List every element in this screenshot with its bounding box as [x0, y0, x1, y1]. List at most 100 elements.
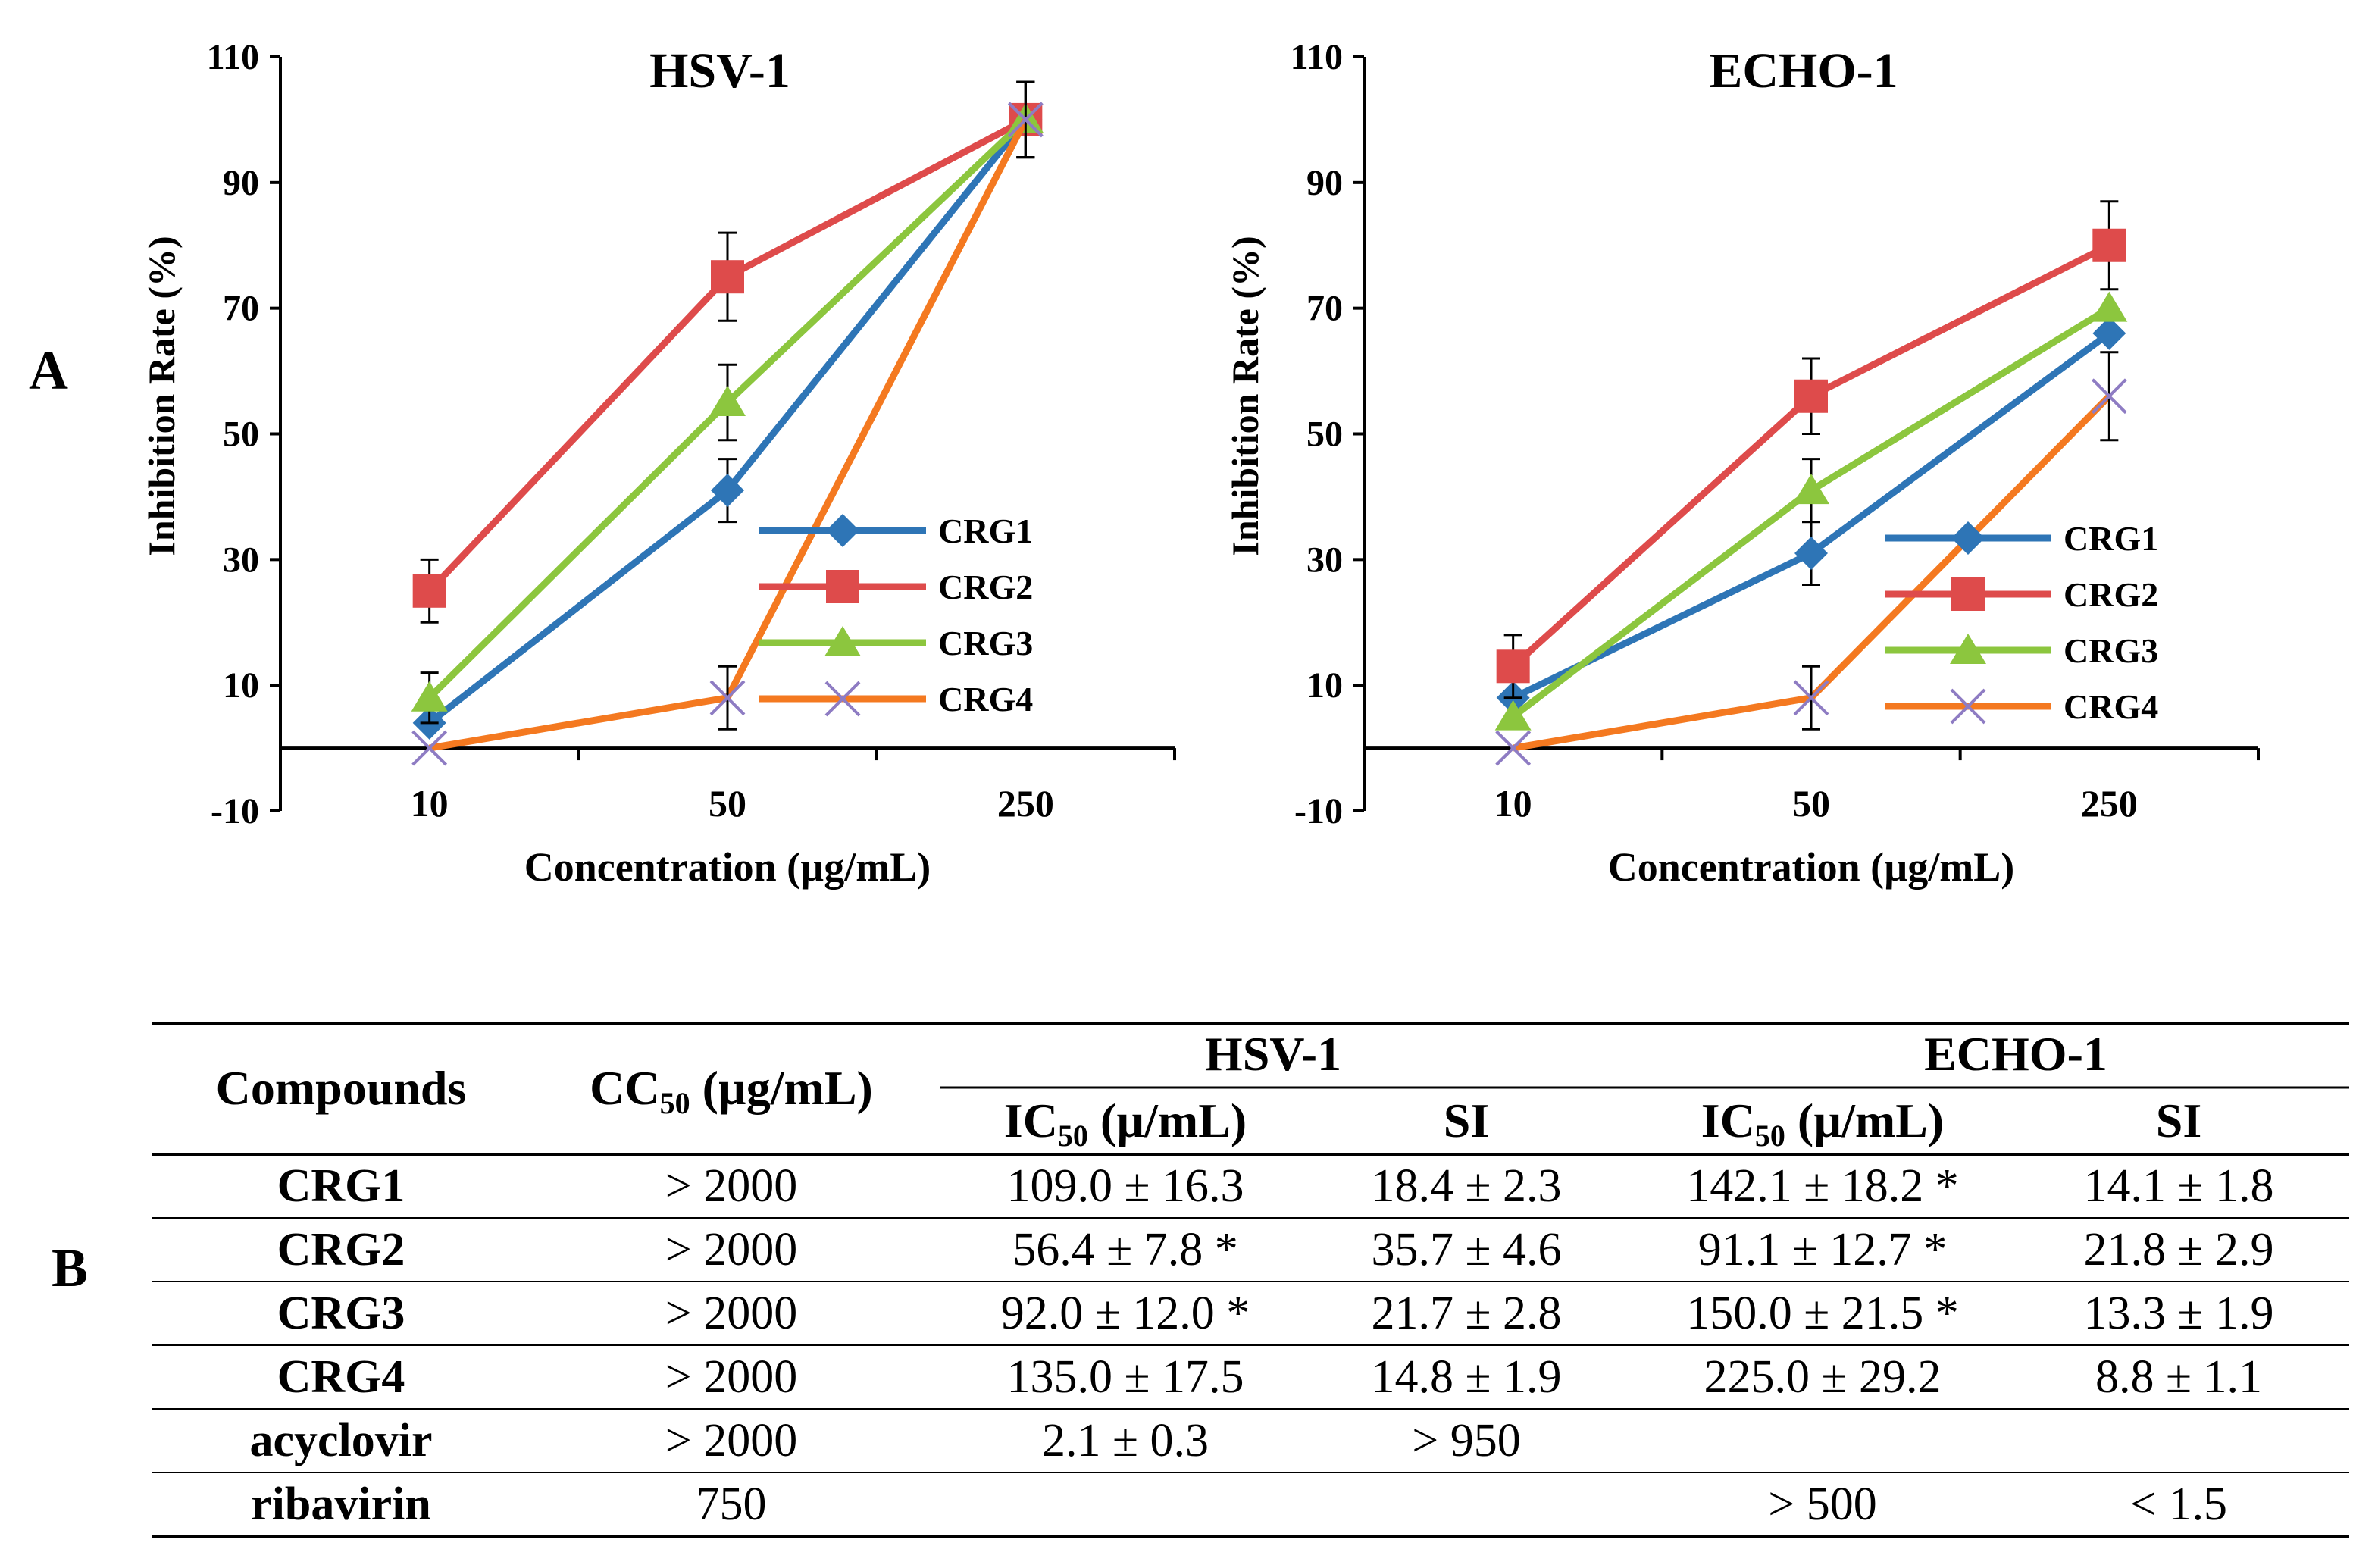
- series-line: [1510, 242, 2111, 669]
- x-tick-label: 50: [709, 782, 746, 825]
- table-row: CRG3 > 2000 92.0 ± 12.0 * 21.7 ± 2.8 150.0 ±…: [277, 1288, 2274, 1339]
- data-point: [411, 681, 448, 712]
- y-tick-label: -10: [211, 791, 259, 831]
- y-tick-label: 10: [223, 665, 259, 706]
- chart-1: ECHO-1 -10 10 30 50 70 90 110 10 50 250 Concentrati…: [1224, 37, 2260, 890]
- header-hsv-si: SI: [1444, 1094, 1490, 1147]
- data-point: [711, 474, 744, 508]
- data-point: [1794, 537, 1828, 571]
- data-point: [709, 386, 746, 417]
- y-tick-label: 50: [1306, 415, 1343, 455]
- table-cell-hsv-si: 21.7 ± 2.8: [1371, 1288, 1561, 1339]
- table-cell-name: ribavirin: [251, 1479, 431, 1530]
- table-cell-hsv-ic50: 92.0 ± 12.0 *: [1001, 1288, 1250, 1339]
- legend-marker: [826, 570, 859, 603]
- legend-label: CRG1: [2064, 519, 2158, 558]
- header-hsv1: HSV-1: [1205, 1027, 1341, 1081]
- y-axis-label: Inhibition Rate (%): [1224, 236, 1266, 556]
- data-point: [709, 680, 746, 716]
- x-tick-label: 250: [997, 782, 1054, 825]
- table-cell-cc50: > 2000: [665, 1224, 797, 1275]
- series-crg2: [1496, 200, 2126, 699]
- table-cell-echo-si: 8.8 ± 1.1: [2095, 1351, 2262, 1403]
- data-point: [1793, 680, 1829, 716]
- data-point: [2092, 228, 2126, 262]
- table-cell-name: CRG1: [277, 1160, 405, 1212]
- legend-marker: [1950, 634, 1986, 664]
- results-table: Compounds CC50 (µg/mL) HSV-1 ECHO-1 IC50…: [152, 1016, 2349, 1546]
- data-point: [1007, 102, 1044, 138]
- y-tick-label: 30: [1306, 540, 1343, 580]
- y-tick-label: 110: [1291, 37, 1343, 77]
- table-row: CRG4 > 2000 135.0 ± 17.5 14.8 ± 1.9 225.0 ± …: [277, 1351, 2262, 1403]
- x-axis-label: Concentration (µg/mL): [1608, 844, 2015, 890]
- panel-label-a: A: [29, 340, 68, 401]
- legend-label: CRG3: [2064, 631, 2158, 670]
- series-crg3: [1494, 291, 2128, 731]
- header-echo-ic50: IC50 (µ/mL): [1701, 1094, 1944, 1153]
- table-cell-echo-ic50: 142.1 ± 18.2 *: [1686, 1160, 1959, 1212]
- legend-label: CRG3: [938, 624, 1033, 662]
- table-cell-name: CRG3: [277, 1288, 405, 1339]
- table-cell-echo-si: < 1.5: [2130, 1479, 2227, 1530]
- y-tick-label: 70: [223, 289, 259, 329]
- table-row: acyclovir > 2000 2.1 ± 0.3 > 950: [249, 1415, 1520, 1466]
- table-cell-hsv-ic50: 2.1 ± 0.3: [1042, 1415, 1209, 1466]
- chart-title: ECHO-1: [1709, 43, 1898, 99]
- legend-marker: [824, 626, 861, 656]
- table-cell-echo-si: 21.8 ± 2.9: [2083, 1224, 2273, 1275]
- y-tick-label: 70: [1306, 289, 1343, 329]
- legend-marker: [824, 681, 861, 717]
- table-cell-hsv-si: > 950: [1412, 1415, 1520, 1466]
- y-axis-label: Inhibition Rate (%): [140, 236, 183, 556]
- header-cc50: CC50 (µg/mL): [590, 1061, 873, 1120]
- header-echo1: ECHO-1: [1924, 1027, 2107, 1081]
- data-point: [412, 574, 446, 608]
- y-tick-label: -10: [1294, 791, 1343, 831]
- charts-area: HSV-1 -10 10 30 50 70 90 110 10 50 250 Concentratio…: [140, 37, 2260, 890]
- y-tick-label: 110: [207, 37, 259, 77]
- table-cell-hsv-si: 14.8 ± 1.9: [1371, 1351, 1561, 1403]
- data-point: [2091, 291, 2128, 322]
- table-cell-hsv-si: 18.4 ± 2.3: [1371, 1160, 1561, 1212]
- table-row: CRG1 > 2000 109.0 ± 16.3 18.4 ± 2.3 142.1 ± …: [277, 1160, 2274, 1212]
- table-cell-cc50: > 2000: [665, 1351, 797, 1403]
- table-cell-name: acyclovir: [249, 1415, 432, 1466]
- y-tick-label: 90: [223, 163, 259, 203]
- table-cell-name: CRG2: [277, 1224, 405, 1275]
- series-crg4: [411, 80, 1044, 766]
- header-echo-si: SI: [2156, 1094, 2202, 1147]
- table-cell-name: CRG4: [277, 1351, 405, 1403]
- legend-marker: [826, 514, 859, 547]
- y-tick-label: 90: [1306, 163, 1343, 203]
- table-row: CRG2 > 2000 56.4 ± 7.8 * 35.7 ± 4.6 91.1 ± 1…: [277, 1224, 2274, 1275]
- series-crg4: [1495, 351, 2127, 766]
- legend: CRG1 CRG2 CRG3 CRG4: [1885, 519, 2158, 726]
- header-hsv-ic50: IC50 (µ/mL): [1004, 1094, 1247, 1153]
- table-cell-cc50: 750: [696, 1479, 767, 1530]
- data-point: [1794, 379, 1828, 413]
- chart-0: HSV-1 -10 10 30 50 70 90 110 10 50 250 Concentratio…: [140, 37, 1176, 890]
- legend-marker: [1951, 521, 1985, 555]
- legend-marker: [1951, 577, 1985, 611]
- x-tick-label: 10: [1494, 782, 1532, 825]
- x-axis-label: Concentration (µg/mL): [524, 844, 931, 890]
- data-point: [1496, 649, 1530, 684]
- table-body: CRG1 > 2000 109.0 ± 16.3 18.4 ± 2.3 142.1 ± …: [249, 1160, 2273, 1530]
- table-cell-hsv-si: 35.7 ± 4.6: [1371, 1224, 1561, 1275]
- table-row: ribavirin 750 > 500 < 1.5: [251, 1479, 2227, 1530]
- table-cell-echo-ic50: 225.0 ± 29.2: [1704, 1351, 1941, 1403]
- y-tick-label: 30: [223, 540, 259, 580]
- legend-label: CRG1: [938, 512, 1033, 550]
- legend: CRG1 CRG2 CRG3 CRG4: [759, 512, 1033, 718]
- y-tick-label: 10: [1306, 665, 1343, 706]
- data-point: [711, 260, 744, 294]
- data-point: [2092, 316, 2126, 350]
- table-cell-hsv-ic50: 135.0 ± 17.5: [1006, 1351, 1244, 1403]
- table-cell-hsv-ic50: 109.0 ± 16.3: [1006, 1160, 1244, 1212]
- header-compounds: Compounds: [216, 1061, 467, 1115]
- table-cell-cc50: > 2000: [665, 1415, 797, 1466]
- table-cell-cc50: > 2000: [665, 1160, 797, 1212]
- table-cell-cc50: > 2000: [665, 1288, 797, 1339]
- data-point: [2091, 378, 2127, 415]
